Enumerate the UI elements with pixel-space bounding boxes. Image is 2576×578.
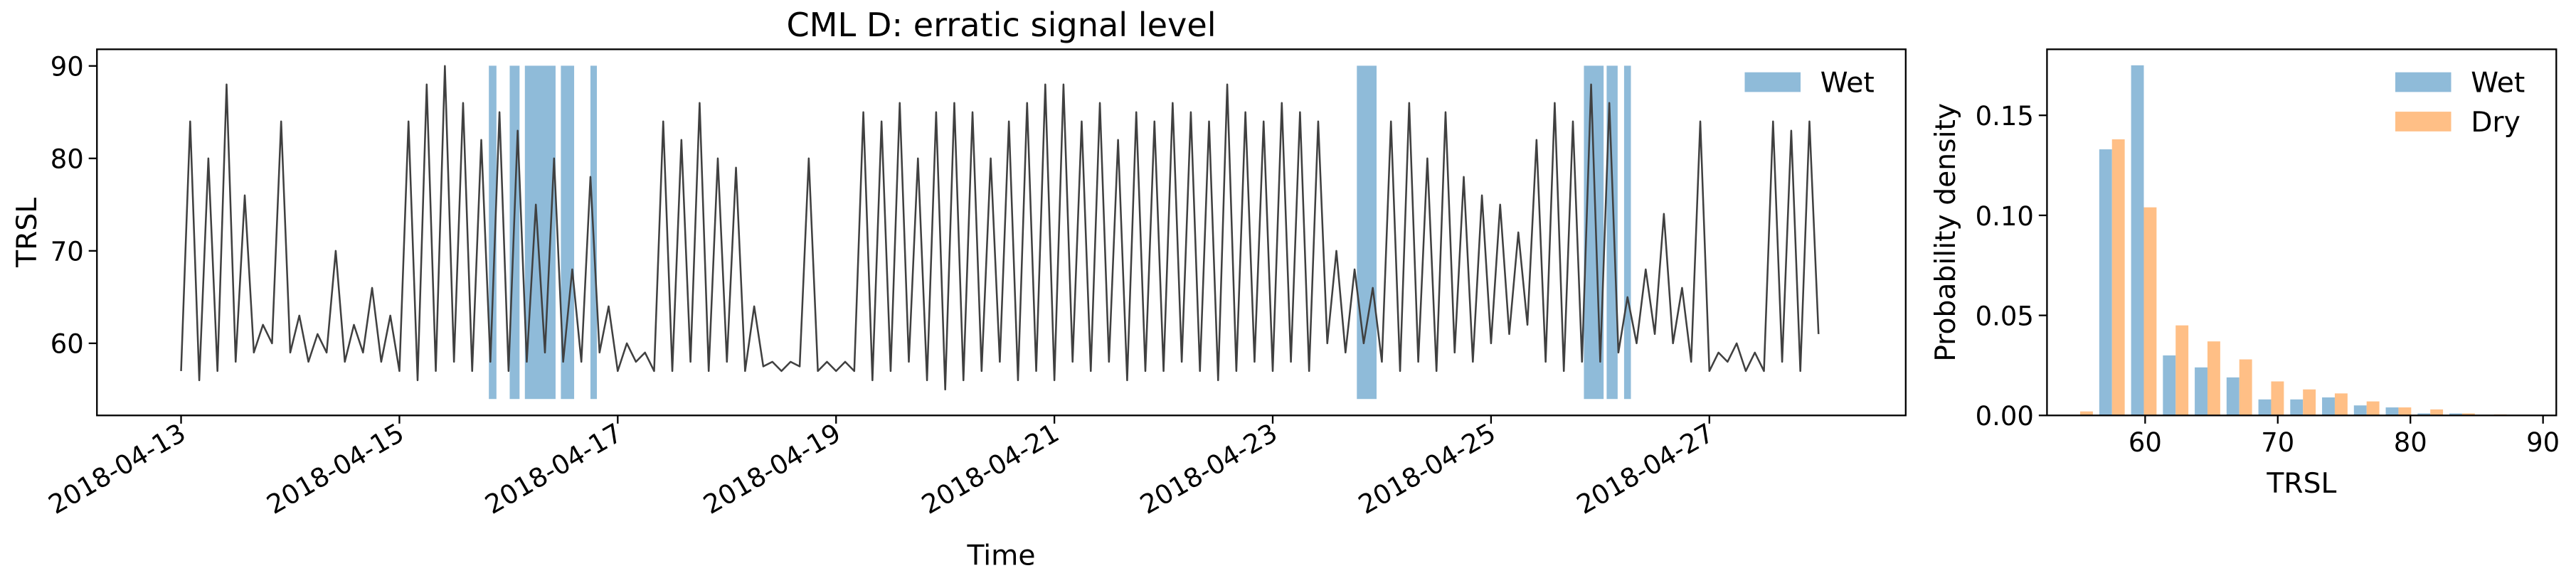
- y-tick-label: 70: [51, 237, 84, 267]
- y-tick-label: 0.00: [1976, 401, 2034, 432]
- chart-title: CML D: erratic signal level: [786, 6, 1216, 44]
- y-tick-label: 80: [51, 144, 84, 175]
- wet-span: [1357, 65, 1377, 400]
- legend-swatch: [1744, 72, 1801, 92]
- x-axis-label: TRSL: [2266, 468, 2336, 500]
- hist-bar: [2303, 389, 2316, 416]
- hist-bar: [2258, 399, 2272, 416]
- hist-bar: [2111, 139, 2125, 416]
- y-tick-label: 0.05: [1976, 301, 2034, 331]
- hist-bar: [2366, 401, 2380, 416]
- hist-bar: [2143, 207, 2157, 416]
- y-tick-label: 60: [51, 329, 84, 360]
- hist-bar: [2417, 413, 2431, 416]
- hist-bar: [2226, 377, 2240, 416]
- legend-swatch: [2395, 72, 2452, 92]
- hist-bar: [2290, 399, 2304, 416]
- x-tick-label: 70: [2261, 427, 2294, 458]
- hist-bar: [2461, 413, 2475, 416]
- hist-bar: [2271, 381, 2284, 416]
- x-tick-label: 80: [2394, 427, 2427, 458]
- hist-bar: [2131, 65, 2144, 416]
- legend-label: Wet: [1820, 67, 1875, 99]
- hist-bar: [2207, 341, 2220, 416]
- plot-frame: [2046, 48, 2558, 417]
- wet-span: [489, 65, 497, 400]
- y-axis-label: Probability density: [1930, 103, 1962, 362]
- hist-bar: [2322, 397, 2335, 416]
- hist-bar: [2430, 409, 2444, 416]
- hist-bar: [2385, 407, 2399, 416]
- legend-label: Dry: [2471, 107, 2521, 139]
- y-tick-label: 0.15: [1976, 101, 2034, 132]
- y-tick-label: 0.10: [1976, 201, 2034, 232]
- x-axis-label: Time: [966, 540, 1035, 572]
- y-tick-label: 90: [51, 52, 84, 82]
- hist-bar: [2353, 405, 2367, 416]
- hist-bar: [2163, 355, 2176, 416]
- x-tick-label: 60: [2129, 427, 2162, 458]
- signal-line: [180, 65, 1820, 391]
- hist-bar: [2239, 359, 2252, 416]
- wet-span: [1606, 65, 1618, 400]
- x-tick-label: 90: [2526, 427, 2560, 458]
- hist-bar: [2334, 393, 2348, 416]
- y-axis-label: TRSL: [11, 198, 43, 268]
- hist-bar: [2449, 413, 2462, 416]
- wet-span: [561, 65, 575, 400]
- hist-bar: [2175, 325, 2189, 416]
- plot-frame: [96, 48, 1907, 417]
- hist-bar: [2195, 367, 2207, 416]
- legend-swatch: [2395, 112, 2452, 132]
- hist-bar: [2398, 407, 2412, 416]
- hist-bar: [2099, 149, 2112, 416]
- hist-bar: [2080, 411, 2093, 416]
- legend-label: Wet: [2471, 67, 2525, 99]
- wet-span: [1623, 65, 1631, 400]
